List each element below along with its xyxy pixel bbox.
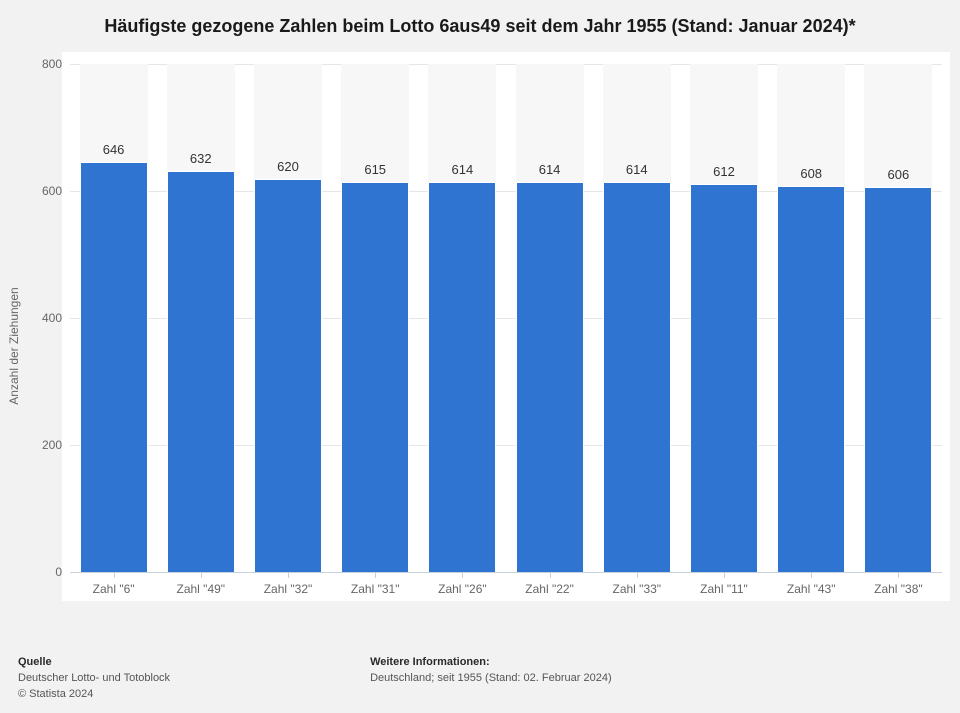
x-tick-mark: [288, 572, 289, 578]
plot-area: 0200400600800646Zahl "6"632Zahl "49"620Z…: [70, 64, 942, 573]
x-tick-label: Zahl "31": [351, 582, 400, 596]
bar-slot: 614Zahl "33": [603, 64, 671, 572]
bar-slot: 614Zahl "22": [516, 64, 584, 572]
x-tick-mark: [375, 572, 376, 578]
y-tick-label: 800: [42, 57, 70, 71]
x-tick-mark: [898, 572, 899, 578]
footer-info-heading: Weitere Informationen:: [370, 655, 612, 671]
bar-value-label: 620: [277, 159, 299, 174]
bar-value-label: 615: [364, 162, 386, 177]
x-tick-label: Zahl "22": [525, 582, 574, 596]
bar-value-label: 612: [713, 164, 735, 179]
bar-slot: 608Zahl "43": [777, 64, 845, 572]
bar-value-label: 608: [800, 166, 822, 181]
x-tick-mark: [550, 572, 551, 578]
footer-source: Quelle Deutscher Lotto- und Totoblock © …: [18, 655, 170, 703]
y-tick-label: 400: [42, 311, 70, 325]
bar[interactable]: 632: [167, 171, 235, 572]
bar-slot: 632Zahl "49": [167, 64, 235, 572]
bar-slot: 606Zahl "38": [864, 64, 932, 572]
bar[interactable]: 608: [777, 186, 845, 572]
x-tick-label: Zahl "32": [264, 582, 313, 596]
chart-container: Häufigste gezogene Zahlen beim Lotto 6au…: [0, 0, 960, 713]
chart-title: Häufigste gezogene Zahlen beim Lotto 6au…: [0, 0, 960, 42]
bar-value-label: 614: [539, 162, 561, 177]
bar-slot: 612Zahl "11": [690, 64, 758, 572]
x-tick-label: Zahl "38": [874, 582, 923, 596]
chart-area: 0200400600800646Zahl "6"632Zahl "49"620Z…: [62, 52, 950, 601]
footer: Quelle Deutscher Lotto- und Totoblock © …: [0, 649, 960, 713]
bar-slot: 614Zahl "26": [428, 64, 496, 572]
footer-source-line1: Deutscher Lotto- und Totoblock: [18, 671, 170, 687]
bar-value-label: 646: [103, 142, 125, 157]
bar-value-label: 606: [888, 167, 910, 182]
x-tick-mark: [811, 572, 812, 578]
x-tick-label: Zahl "43": [787, 582, 836, 596]
bar-value-label: 614: [626, 162, 648, 177]
x-tick-mark: [637, 572, 638, 578]
bar-slot: 620Zahl "32": [254, 64, 322, 572]
footer-source-line2: © Statista 2024: [18, 687, 170, 703]
y-tick-label: 0: [55, 565, 70, 579]
bar[interactable]: 614: [428, 182, 496, 572]
x-tick-mark: [724, 572, 725, 578]
bar[interactable]: 646: [80, 162, 148, 572]
y-tick-label: 600: [42, 184, 70, 198]
footer-source-heading: Quelle: [18, 655, 170, 671]
x-tick-label: Zahl "49": [177, 582, 226, 596]
y-axis-label: Anzahl der Ziehungen: [7, 287, 21, 404]
x-tick-label: Zahl "33": [613, 582, 662, 596]
y-tick-label: 200: [42, 438, 70, 452]
x-tick-label: Zahl "26": [438, 582, 487, 596]
bar-slot: 615Zahl "31": [341, 64, 409, 572]
x-tick-label: Zahl "6": [93, 582, 135, 596]
bar-value-label: 614: [452, 162, 474, 177]
footer-info: Weitere Informationen: Deutschland; seit…: [370, 655, 612, 703]
chart-wrap: Anzahl der Ziehungen 0200400600800646Zah…: [0, 42, 960, 649]
x-tick-mark: [114, 572, 115, 578]
footer-info-line1: Deutschland; seit 1955 (Stand: 02. Febru…: [370, 671, 612, 687]
bar[interactable]: 615: [341, 182, 409, 572]
bar[interactable]: 620: [254, 179, 322, 573]
bar-slot: 646Zahl "6": [80, 64, 148, 572]
bar[interactable]: 614: [516, 182, 584, 572]
x-tick-mark: [462, 572, 463, 578]
bar-value-label: 632: [190, 151, 212, 166]
bar[interactable]: 614: [603, 182, 671, 572]
bar[interactable]: 606: [864, 187, 932, 572]
x-tick-mark: [201, 572, 202, 578]
x-tick-label: Zahl "11": [700, 582, 748, 596]
bar[interactable]: 612: [690, 184, 758, 573]
